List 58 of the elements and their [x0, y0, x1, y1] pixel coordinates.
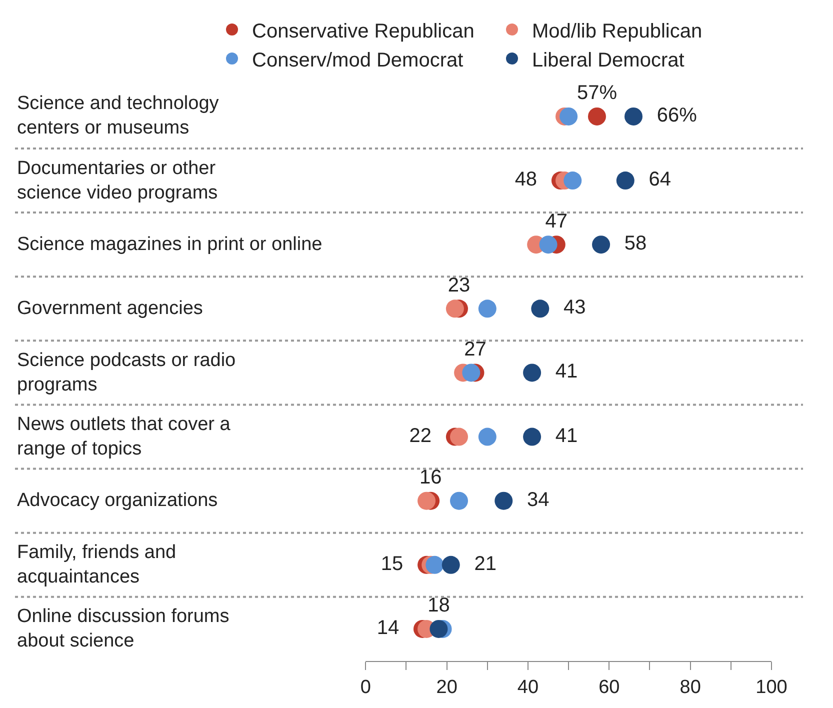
point	[462, 364, 480, 382]
point	[523, 428, 542, 446]
point	[418, 492, 436, 510]
data-label: 47	[534, 210, 579, 232]
point	[588, 107, 606, 126]
y-tick-label: Government agencies	[17, 298, 203, 319]
y-tick-label: Science podcasts or radio programs	[17, 350, 236, 396]
point	[426, 556, 444, 574]
x-tick-label: 80	[680, 676, 701, 698]
data-label: 27	[452, 338, 498, 360]
point	[564, 172, 582, 190]
point	[446, 300, 464, 318]
legend-label: Mod/lib Republican	[532, 20, 702, 42]
data-label: 18	[416, 594, 461, 617]
data-label: 64	[638, 168, 682, 191]
y-tick-label: Online discussion forums about science	[17, 606, 230, 652]
data-label: 34	[516, 488, 560, 511]
y-tick-label: Documentaries or other science video programs	[17, 158, 218, 204]
point	[616, 172, 634, 190]
data-label: 41	[544, 424, 589, 447]
legend-label: Conservative Republican	[252, 20, 474, 42]
point	[450, 492, 468, 510]
point	[531, 300, 550, 318]
y-tick-label: Advocacy organizations	[17, 490, 218, 511]
data-label: 15	[370, 552, 414, 575]
data-label: 14	[366, 616, 410, 639]
data-label: 21	[463, 552, 508, 575]
x-tick-label: 0	[360, 676, 371, 698]
data-label: 58	[613, 232, 658, 255]
y-tick-label: Science magazines in print or online	[17, 234, 322, 255]
point	[624, 107, 642, 126]
point	[442, 556, 460, 574]
y-tick-label: Family, friends and acquaintances	[17, 542, 176, 588]
point	[560, 107, 578, 126]
data-label: 23	[436, 274, 482, 296]
point	[450, 428, 468, 446]
point	[539, 236, 558, 254]
data-label: 22	[398, 424, 443, 447]
x-tick-label: 20	[436, 676, 458, 698]
data-label: 16	[408, 466, 453, 489]
x-tick-label: 60	[598, 676, 620, 698]
y-tick-label: News outlets that cover a range of topics	[17, 414, 231, 460]
data-label: 48	[504, 168, 548, 191]
point	[478, 300, 496, 318]
legend-label: Conserv/mod Democrat	[252, 49, 464, 72]
data-label: 41	[544, 360, 589, 383]
point	[494, 492, 513, 510]
data-label: 43	[552, 296, 597, 319]
point	[430, 620, 448, 638]
point	[478, 428, 496, 446]
point	[592, 236, 610, 254]
legend-label: Liberal Democrat	[532, 49, 685, 72]
point	[523, 364, 542, 382]
x-tick-label: 100	[756, 676, 788, 698]
data-label: 57%	[566, 82, 628, 104]
y-tick-label: Science and technology centers or museums	[17, 93, 220, 139]
x-tick-label: 40	[517, 676, 539, 698]
data-label: 66%	[646, 104, 708, 126]
